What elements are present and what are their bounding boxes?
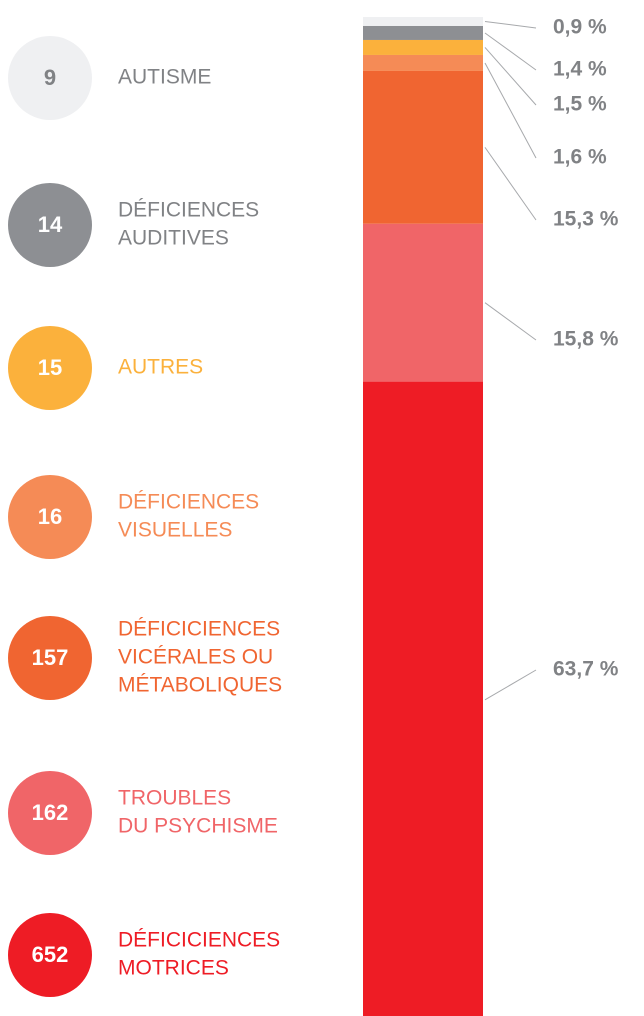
- legend-label: DÉFICICIENCES: [118, 929, 280, 952]
- legend-label: VISUELLES: [118, 519, 232, 542]
- legend-swatch: [8, 36, 92, 120]
- value-label: 1,4 %: [553, 58, 607, 81]
- legend-swatch: [8, 913, 92, 997]
- value-label: 0,9 %: [553, 16, 607, 39]
- bar-segment: [363, 54, 483, 71]
- bar-segment: [363, 381, 483, 1016]
- value-label: 1,6 %: [553, 146, 607, 169]
- legend-count: 162: [32, 800, 69, 825]
- legend-swatch: [8, 183, 92, 267]
- legend-count: 157: [32, 645, 69, 670]
- bar-segment: [363, 17, 483, 26]
- legend-count: 15: [38, 355, 62, 380]
- value-label: 15,3 %: [553, 208, 619, 231]
- value-label: 15,8 %: [553, 328, 619, 351]
- legend-label: MÉTABOLIQUES: [118, 674, 282, 697]
- value-label: 63,7 %: [553, 658, 619, 681]
- legend-swatch: [8, 616, 92, 700]
- leader-line: [484, 32, 537, 71]
- leader-line: [484, 47, 537, 106]
- leader-line: [484, 20, 537, 29]
- legend-count: 16: [38, 504, 62, 529]
- bar-segment: [363, 70, 483, 224]
- legend-label: DÉFICICIENCES: [118, 618, 280, 641]
- legend-count: 14: [38, 212, 63, 237]
- value-label: 1,5 %: [553, 93, 607, 116]
- bar-segment: [363, 39, 483, 55]
- bar-segment: [363, 25, 483, 40]
- legend-swatch: [8, 771, 92, 855]
- leader-line: [484, 302, 537, 341]
- legend-label: DÉFICIENCES: [118, 491, 259, 514]
- bar-segment: [363, 223, 483, 382]
- legend-label: AUTRES: [118, 356, 203, 379]
- legend-label: VICÉRALES OU: [118, 646, 273, 669]
- legend-label: MOTRICES: [118, 957, 229, 980]
- legend-label: AUDITIVES: [118, 227, 229, 250]
- legend-label: TROUBLES: [118, 787, 231, 810]
- legend-count: 9: [44, 65, 56, 90]
- legend-label: AUTISME: [118, 66, 211, 89]
- legend-label: DU PSYCHISME: [118, 815, 278, 838]
- leader-line: [484, 147, 537, 221]
- legend-swatch: [8, 475, 92, 559]
- legend-label: DÉFICIENCES: [118, 199, 259, 222]
- legend-swatch: [8, 326, 92, 410]
- legend-count: 652: [32, 942, 69, 967]
- leader-line: [484, 62, 537, 159]
- leader-line: [484, 669, 537, 701]
